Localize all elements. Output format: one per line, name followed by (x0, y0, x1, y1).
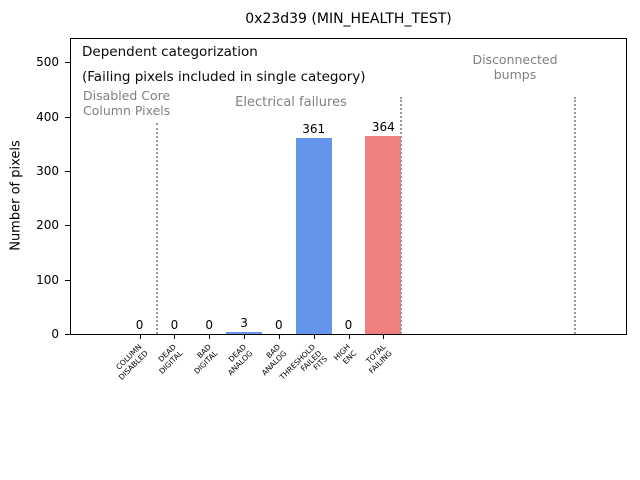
section-label-electrical-failures: Electrical failures (235, 95, 347, 110)
bar (365, 136, 402, 334)
annotation-dependent-line1: Dependent categorization (82, 44, 258, 60)
x-tick-label-text: HIGH ENC (332, 342, 359, 366)
section-label-disabled-core-column-pixels: Disabled Core Column Pixels (83, 88, 170, 118)
y-tick-label: 400 (36, 109, 59, 124)
y-tick-label: 200 (36, 218, 59, 233)
y-tick-mark (65, 171, 70, 173)
x-tick-mark (348, 335, 350, 339)
x-tick-mark (174, 335, 176, 339)
x-tick-mark (383, 335, 385, 339)
y-tick-mark (65, 334, 70, 335)
y-tick-mark (65, 279, 70, 281)
section-label-line: Column Pixels (83, 103, 171, 118)
section-divider-line (573, 96, 576, 334)
bar-value-label: 0 (170, 318, 179, 332)
x-tick-label-text: COLUMN DISABLED (113, 342, 150, 382)
x-tick-mark (139, 335, 141, 339)
y-tick-mark (65, 62, 70, 64)
bar-value-label: 3 (240, 316, 248, 331)
x-tick-label-text: DEAD ANALOG (225, 342, 254, 377)
y-tick-label: 500 (36, 55, 59, 70)
x-tick-label-text: BAD DIGITAL (191, 342, 219, 376)
bar-value-label: 0 (275, 318, 283, 332)
plot-area (70, 38, 627, 335)
x-tick-label-text: THRESHOLD FAILED FITS (278, 342, 330, 382)
bar-value-label: 364 (371, 120, 395, 135)
bar-value-label: 0 (344, 318, 353, 332)
x-tick-label-text: DEAD DIGITAL (156, 342, 185, 376)
section-label-disconnected-bumps: Disconnected bumps (455, 52, 575, 82)
x-tick-label-text: TOTAL FAILING (363, 342, 393, 376)
x-tick-mark (244, 335, 246, 339)
y-tick-mark (65, 225, 70, 227)
y-tick-label: 100 (36, 272, 59, 287)
section-label-line: bumps (493, 67, 537, 82)
section-label-line: Disconnected (472, 52, 558, 67)
y-tick-label: 0 (51, 327, 59, 341)
bar-value-label: 361 (302, 121, 326, 136)
bar-value-label: 0 (135, 318, 144, 332)
x-tick-mark (209, 335, 211, 339)
bar (295, 137, 332, 334)
y-tick-label: 300 (36, 164, 59, 179)
x-tick-mark (278, 335, 280, 339)
section-divider-line (399, 96, 402, 334)
section-label-line: Disabled Core (83, 88, 171, 103)
bar (226, 332, 263, 334)
bar-value-label: 0 (205, 318, 214, 332)
section-divider-line (156, 122, 159, 334)
y-tick-mark (65, 116, 70, 118)
x-tick-mark (313, 335, 315, 339)
annotation-dependent-line2: (Failing pixels included in single categ… (82, 69, 366, 85)
annotation-dependent-categorization: Dependent categorization (Failing pixels… (82, 44, 366, 94)
chart-title: 0x23d39 (MIN_HEALTH_TEST) (245, 11, 452, 27)
